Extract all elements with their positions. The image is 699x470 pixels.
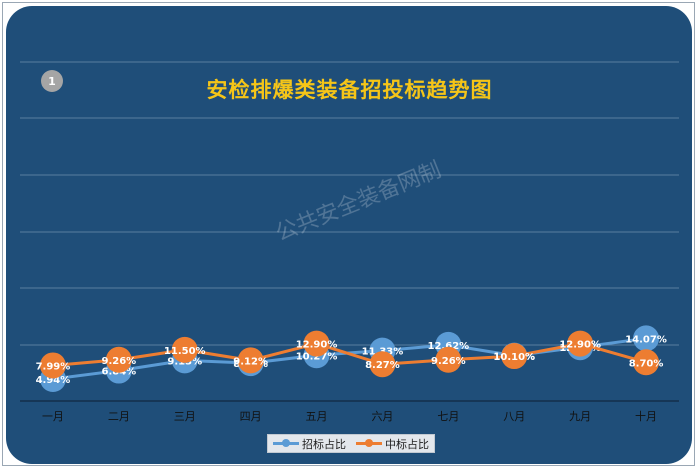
series-line-2 [52,342,647,367]
legend-item-bid: 招标占比 [273,436,346,452]
x-tick-label: 四月 [240,410,262,423]
x-tick-label: 八月 [503,410,525,423]
data-point [501,343,528,370]
data-label: 11.50% [164,346,206,357]
data-point [105,346,132,373]
data-label: 12.90% [559,340,601,351]
x-tick-label: 一月 [42,410,64,423]
data-label: 9.26% [431,356,466,367]
chart-title: 安检排爆类装备招投标趋势图 [206,78,493,102]
data-label: 10.10% [493,352,535,363]
data-point [633,325,660,352]
legend-item-win: 中标占比 [356,436,429,452]
data-label: 10.27% [296,351,338,362]
legend-swatch-bid [273,439,299,447]
x-tick-label: 十月 [635,409,657,423]
x-tick-label: 六月 [371,410,393,423]
x-tick-label: 五月 [306,410,328,423]
data-point [171,336,198,363]
data-label: 8.27% [365,360,400,371]
data-label: 8.70% [629,358,664,369]
data-label: 12.62% [428,341,470,352]
data-point [39,352,66,379]
data-point [237,347,264,374]
series-line-1 [52,336,647,381]
data-point [369,351,396,378]
data-label: 14.07% [625,334,667,345]
x-tick-label: 七月 [437,410,459,423]
data-point [567,330,594,357]
data-point [435,346,462,373]
legend-label-win: 中标占比 [385,437,429,451]
chart-panel [6,6,692,464]
data-label: 12.90% [296,340,338,351]
x-tick-label: 九月 [569,410,591,423]
chart-number-badge: 1 [41,70,63,92]
x-tick-label: 二月 [108,410,130,423]
legend-label-bid: 招标占比 [302,437,346,451]
data-label: 4.94% [36,375,71,386]
data-point [633,349,660,376]
chart-legend: 招标占比 中标占比 [267,434,435,453]
x-tick-label: 三月 [174,410,196,423]
data-label: 9.26% [101,356,136,367]
data-label: 7.99% [36,361,71,372]
data-point [303,330,330,357]
data-label: 9.12% [233,356,268,367]
legend-swatch-win [356,439,382,447]
